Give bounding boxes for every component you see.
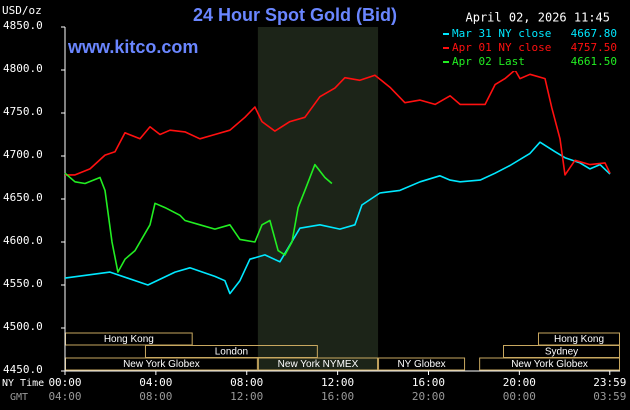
session-box	[378, 357, 466, 371]
session-label: New York Globex	[123, 359, 200, 370]
y-tick-label: 4700.0	[3, 148, 43, 161]
series-line	[64, 141, 611, 295]
site-label: www.kitco.com	[67, 37, 198, 57]
session-label: New York NYMEX	[278, 359, 359, 370]
y-tick-label: 4800.0	[3, 62, 43, 75]
y-tick-label: 4850.0	[3, 19, 43, 32]
session-label: NY Globex	[397, 359, 445, 370]
session-label: Sydney	[545, 347, 578, 358]
session-box	[479, 357, 620, 371]
y-tick-label: 4550.0	[3, 277, 43, 290]
session-box	[257, 357, 379, 371]
legend-value: 4661.50	[571, 55, 617, 68]
x-tick-label: 16:00	[412, 376, 445, 389]
session-label: Hong Kong	[554, 334, 604, 345]
x-caption: NY Time	[2, 378, 44, 389]
x-tick-label: 23:59	[593, 376, 626, 389]
legend-name: Apr 02 Last	[452, 55, 525, 68]
x-tick-label: 08:00	[230, 376, 263, 389]
shade-layer	[257, 27, 379, 371]
x-tick-label: 20:00	[503, 376, 536, 389]
session-label: London	[215, 347, 248, 358]
y-tick-label: 4450.0	[3, 363, 43, 376]
unit-label: USD/oz	[2, 4, 42, 17]
series-line	[65, 69, 611, 176]
x2-tick-label: 16:00	[321, 390, 354, 403]
session-label: New York Globex	[511, 359, 588, 370]
session-label: Hong Kong	[104, 334, 154, 345]
x2-tick-label: 20:00	[412, 390, 445, 403]
timestamp: April 02, 2026 11:45	[466, 11, 611, 25]
x2-tick-label: 12:00	[230, 390, 263, 403]
x2-tick-label: 03:59	[593, 390, 626, 403]
y-tick-label: 4650.0	[3, 191, 43, 204]
x2-tick-label: 04:00	[48, 390, 81, 403]
legend-box	[440, 25, 620, 71]
legend-name: Mar 31 NY close	[452, 27, 551, 40]
x-tick-label: 00:00	[48, 376, 81, 389]
y-tick-label: 4500.0	[3, 320, 43, 333]
session-shade	[257, 27, 379, 371]
x2-tick-label: 00:00	[503, 390, 536, 403]
y-tick-label: 4600.0	[3, 234, 43, 247]
legend-value: 4667.80	[571, 27, 617, 40]
x-tick-label: 12:00	[321, 376, 354, 389]
y-tick-label: 4750.0	[3, 105, 43, 118]
x-tick-label: 04:00	[139, 376, 172, 389]
chart-title: 24 Hour Spot Gold (Bid)	[193, 5, 397, 25]
x2-tick-label: 08:00	[139, 390, 172, 403]
legend-name: Apr 01 NY close	[452, 41, 551, 54]
x2-caption: GMT	[10, 392, 28, 403]
legend-value: 4757.50	[571, 41, 617, 54]
series-line	[64, 163, 333, 273]
